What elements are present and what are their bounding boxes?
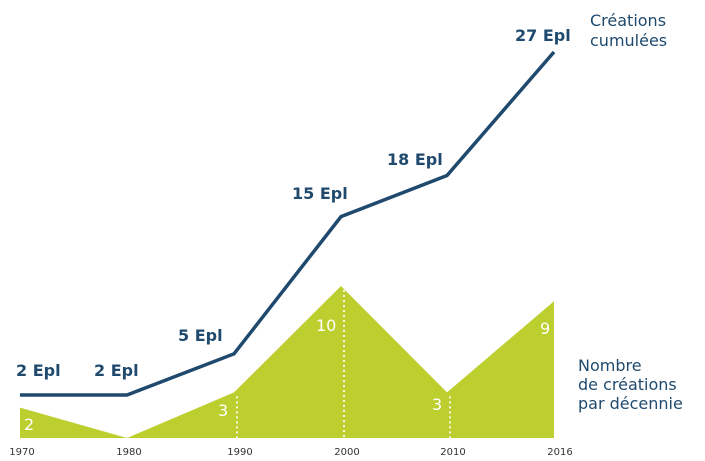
decade-label: 10 [316, 316, 336, 335]
legend-decade-text: Nombre [578, 356, 642, 375]
data-labels: 2 Epl 2 Epl 5 Epl 15 Epl 18 Epl 27 Epl 2 3 10 3 9 [16, 26, 571, 434]
decade-label: 3 [432, 395, 442, 414]
cumulative-label: 27 Epl [515, 26, 571, 45]
cumulative-label: 2 Epl [94, 361, 139, 380]
x-tick-label: 1990 [227, 447, 252, 458]
x-axis-ticks: 1970 1980 1990 2000 2010 2016 [9, 447, 572, 458]
decade-area-layer [20, 286, 554, 438]
legend-cumulative-text: cumulées [590, 31, 667, 50]
legend-decade-text: de créations [578, 375, 677, 394]
x-tick-label: 1970 [9, 447, 34, 458]
decade-label: 2 [24, 415, 34, 434]
x-tick-label: 2010 [440, 447, 465, 458]
cumulative-label: 5 Epl [178, 326, 223, 345]
legend-cumulative-text: Créations [590, 11, 666, 30]
cumulative-label: 15 Epl [292, 184, 348, 203]
decade-label: 9 [540, 319, 550, 338]
x-tick-label: 2000 [334, 447, 359, 458]
cumulative-label: 18 Epl [387, 150, 443, 169]
x-tick-label: 1980 [116, 447, 141, 458]
decade-area [20, 286, 554, 438]
x-tick-label: 2016 [547, 447, 572, 458]
cumulative-line [20, 50, 556, 397]
decade-marker-lines [236, 290, 451, 438]
cumulative-line-layer [20, 50, 556, 397]
cumulative-label: 2 Epl [16, 361, 61, 380]
legend-decade-text: par décennie [578, 394, 683, 413]
decade-label: 3 [218, 401, 228, 420]
